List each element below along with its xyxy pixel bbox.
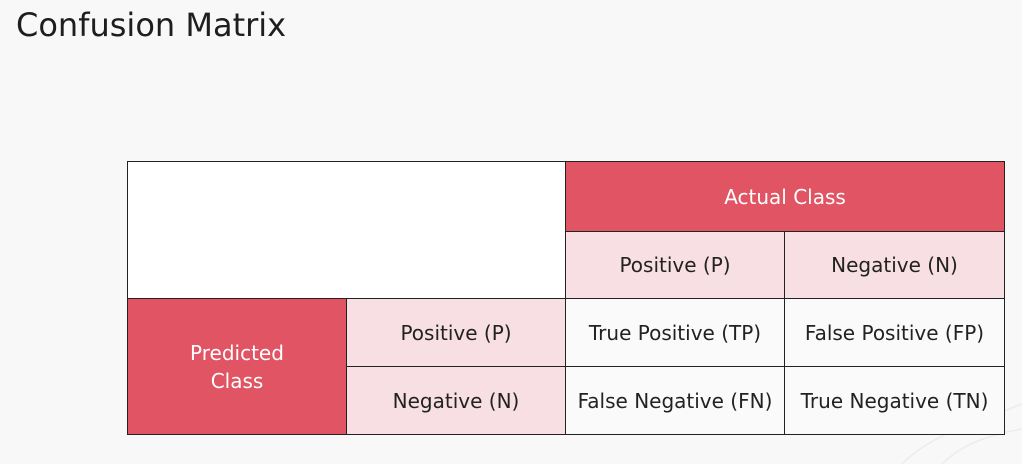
blank-corner-cell <box>127 161 566 299</box>
predicted-header-line1: Predicted <box>190 340 284 365</box>
actual-positive-header: Positive (P) <box>565 231 785 299</box>
true-negative-cell: True Negative (TN) <box>783 366 1006 435</box>
confusion-matrix-table: Actual Class Positive (P) Negative (N) P… <box>127 161 1006 435</box>
predicted-positive-header: Positive (P) <box>346 298 566 367</box>
false-positive-cell: False Positive (FP) <box>783 298 1006 367</box>
false-negative-cell: False Negative (FN) <box>565 366 785 435</box>
predicted-negative-header: Negative (N) <box>346 366 566 435</box>
actual-negative-header: Negative (N) <box>783 231 1006 299</box>
actual-class-header: Actual Class <box>564 161 1006 232</box>
predicted-header-line2: Class <box>210 368 264 393</box>
slide-title: Confusion Matrix <box>16 6 287 44</box>
true-positive-cell: True Positive (TP) <box>565 298 785 367</box>
predicted-class-header: Predicted Class <box>127 298 347 435</box>
